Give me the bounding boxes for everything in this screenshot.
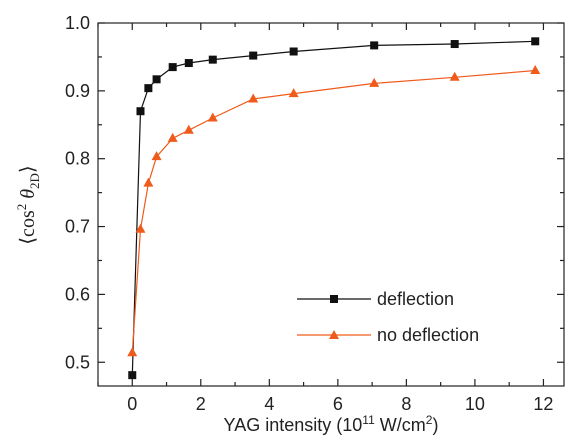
legend-no-deflection-label: no deflection [377,325,479,345]
data-point-deflection [370,41,379,50]
data-point-no-deflection [151,151,162,161]
data-point-deflection [168,63,177,72]
series-line-1 [131,69,536,353]
legend-deflection-marker [330,295,338,303]
x-tick-label: 4 [264,394,274,414]
x-tick-label: 10 [465,394,485,414]
data-point-deflection [144,84,153,93]
data-point-deflection [184,59,193,68]
data-point-deflection [152,75,161,84]
plot-frame [97,22,565,387]
y-tick-label: 0.5 [65,352,90,372]
data-point-no-deflection [127,347,138,357]
data-point-no-deflection [288,88,299,98]
data-point-no-deflection [135,223,146,233]
ticks: 0 2 4 6 8 10 12 0.5 0.6 0.7 0.8 0.9 1.0 [65,13,564,414]
data-point-no-deflection [530,64,541,74]
data-point-deflection [249,51,258,60]
y-tick-label: 0.9 [65,81,90,101]
data-point-no-deflection [449,71,460,81]
data-point-deflection [208,55,217,64]
y-tick-label: 1.0 [65,13,90,33]
data-point-deflection [128,371,137,380]
legend-deflection-label: deflection [377,289,454,309]
y-tick-label: 0.7 [65,217,90,237]
data-point-no-deflection [183,124,194,134]
data-point-deflection [450,40,459,49]
x-tick-label: 0 [127,394,137,414]
data-point-no-deflection [167,132,178,142]
data-point-deflection [136,107,145,116]
y-tick-label: 0.6 [65,284,90,304]
x-tick-label: 12 [533,394,553,414]
x-tick-label: 6 [333,394,343,414]
x-axis-label: YAG intensity (1011 W/cm2) [224,413,439,435]
data-point-deflection [531,37,540,46]
series-layer [127,37,541,380]
y-tick-label: 0.8 [65,149,90,169]
data-point-no-deflection [143,177,154,187]
data-point-no-deflection [207,112,218,122]
data-point-deflection [289,47,298,56]
data-point-no-deflection [248,93,259,103]
legend-no-deflection-marker [329,330,339,339]
x-tick-label: 8 [401,394,411,414]
x-tick-label: 2 [196,394,206,414]
data-point-no-deflection [369,77,380,87]
y-axis-label: ⟨cos2 θ2D⟩ [14,165,42,245]
legend: deflection no deflection [297,289,479,345]
